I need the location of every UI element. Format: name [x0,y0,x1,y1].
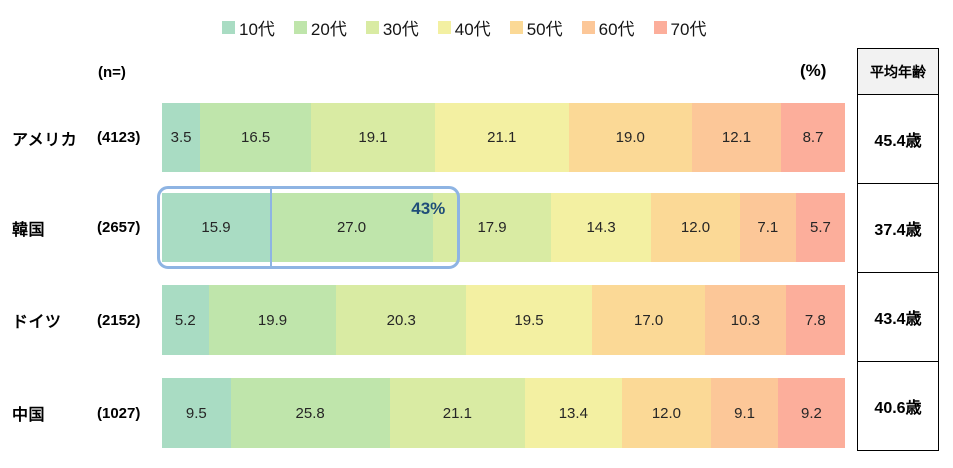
bar-segment: 17.0 [591,285,706,355]
bar-segment: 27.0 [270,193,434,262]
bar-segment: 15.9 [162,193,271,262]
bar-segment: 14.3 [551,193,652,262]
country-row: ドイツ (2152) 5.2 19.9 20.3 19.5 17.0 10.3 7.8 [0,285,953,355]
stacked-bar: 5.2 19.9 20.3 19.5 17.0 10.3 7.8 [162,285,845,355]
legend-label: 70代 [670,20,707,39]
legend-item: 20代 [293,15,347,40]
bar-segment: 16.5 [200,103,312,172]
bar-segment: 12.0 [621,378,712,448]
country-label: 中国 [12,407,46,424]
country-label: ドイツ [12,314,62,331]
n-column-header: (n=) [98,64,126,81]
average-age-header: 平均年齢 [858,49,938,95]
legend-swatch-icon [293,21,307,34]
legend-swatch-icon [437,21,451,34]
bar-segment: 19.0 [568,103,692,172]
legend-item: 70代 [653,15,707,40]
bar-segment: 9.1 [711,378,778,448]
bar-segment: 9.2 [777,378,845,448]
country-row: 中国 (1027) 9.5 25.8 21.1 13.4 12.0 9.1 9.2 [0,378,953,448]
sample-size-label: (1027) [97,404,141,422]
bar-segment: 3.5 [162,103,201,172]
legend-swatch-icon [581,21,595,34]
stacked-bar: 15.9 27.0 17.9 14.3 12.0 7.1 5.7 43% [157,186,845,269]
average-age-table: 平均年齢 45.4歳 37.4歳 43.4歳 40.6歳 [857,48,939,451]
bar-segment: 13.4 [525,378,622,448]
bar-segment: 9.5 [162,378,231,448]
percent-unit-label: (%) [800,61,827,80]
country-label: アメリカ [12,131,78,149]
legend-label: 50代 [526,20,563,39]
country-row: アメリカ (4123) 3.5 16.5 19.1 21.1 19.0 12.1 8.7 [0,103,953,172]
legend-label: 20代 [310,20,347,39]
legend-item: 10代 [222,15,275,40]
bar-segment: 20.3 [336,285,467,355]
bar-segment: 10.3 [705,285,786,355]
bar-segment: 25.8 [230,378,390,448]
legend-label: 60代 [598,20,635,39]
highlight-divider [269,189,272,266]
sample-size-label: (2152) [97,311,141,329]
country-label: 韓国 [12,221,46,239]
bar-segment: 19.1 [311,103,435,172]
legend-label: 10代 [239,20,275,39]
sample-size-label: (2657) [97,219,141,236]
bar-segment: 17.9 [433,193,552,262]
legend-item: 50代 [509,15,563,40]
legend-swatch-icon [365,21,379,34]
legend-label: 40代 [454,20,491,39]
bar-segment: 5.7 [795,193,845,262]
legend-item: 40代 [437,15,491,40]
bar-segment: 12.0 [651,193,740,262]
average-age-value: 43.4歳 [858,273,938,362]
bar-segment: 19.5 [466,285,592,355]
legend-item: 60代 [581,15,635,40]
bar-segment: 7.8 [785,285,845,355]
legend-label: 30代 [382,20,419,39]
bar-segment: 19.9 [208,285,337,355]
bar-segment: 5.2 [162,285,209,355]
country-row: 韓国 (2657) 15.9 27.0 17.9 14.3 12.0 7.1 5.7 43% [0,186,953,269]
highlight-percentage-label: 43% [411,199,446,218]
stacked-bar: 3.5 16.5 19.1 21.1 19.0 12.1 8.7 [162,103,845,172]
sample-size-label: (4123) [97,129,141,146]
stacked-bar: 9.5 25.8 21.1 13.4 12.0 9.1 9.2 [162,378,845,448]
legend: 10代 20代 30代 40代 50代 60代 70代 [222,15,706,40]
bar-segment: 8.7 [781,103,845,172]
average-age-cells: 45.4歳 37.4歳 43.4歳 40.6歳 [858,95,938,450]
legend-swatch-icon [653,21,667,34]
average-age-value: 45.4歳 [858,95,938,184]
average-age-value: 37.4歳 [858,184,938,273]
bar-segment: 7.1 [739,193,796,262]
legend-swatch-icon [222,21,235,34]
legend-swatch-icon [509,21,523,34]
bar-segment: 21.1 [434,103,569,172]
bar-segment: 12.1 [691,103,782,172]
average-age-value: 40.6歳 [874,400,922,417]
bar-segment: 21.1 [389,378,526,448]
legend-item: 30代 [365,15,419,40]
